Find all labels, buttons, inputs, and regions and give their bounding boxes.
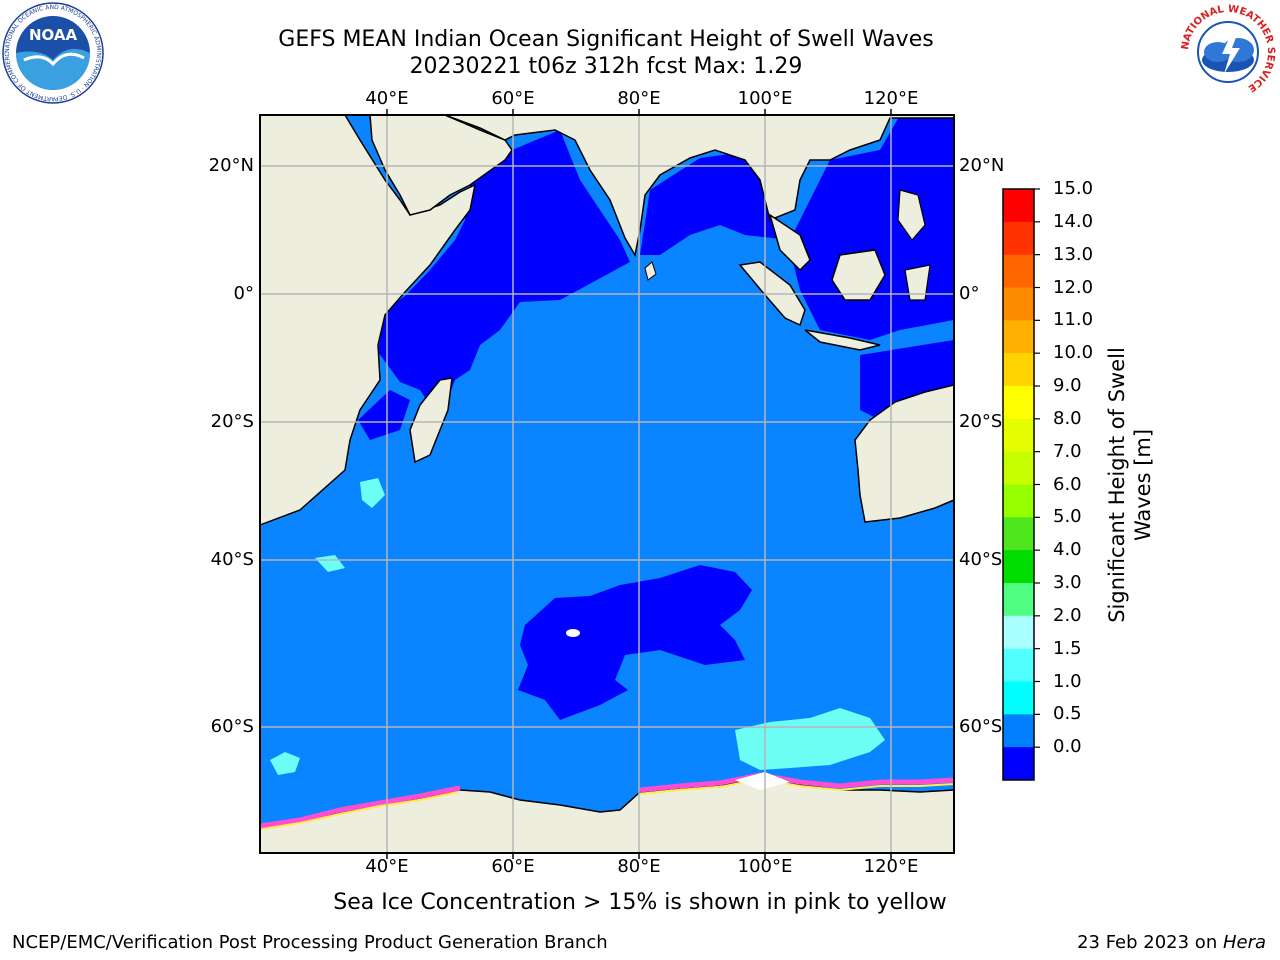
colorbar-tick-label: 12.0 <box>1053 276 1094 298</box>
map-frame <box>259 114 955 854</box>
colorbar-swatch <box>1003 615 1034 650</box>
land-borneo <box>831 249 886 301</box>
colorbar-title: Significant Height of Swell Waves [m] <box>1104 347 1156 623</box>
lon-tick-label-top: 120°E <box>863 88 919 109</box>
axis-ticks <box>386 109 892 859</box>
colorbar-swatch <box>1003 648 1034 682</box>
lat-tick-label-left: 40°S <box>210 549 254 570</box>
colorbar-swatch <box>1003 517 1034 551</box>
colorbar-swatch <box>1003 681 1034 715</box>
land-sri-lanka <box>644 261 657 281</box>
chart-title: GEFS MEAN Indian Ocean Significant Heigh… <box>278 27 934 52</box>
deep-blue-mozambique <box>358 390 410 440</box>
date-text: 23 Feb 2023 on <box>1077 932 1223 953</box>
colorbar-swatch <box>1003 714 1034 748</box>
lat-tick-label-right: 0° <box>959 283 980 304</box>
land-australia <box>854 384 954 523</box>
lon-tick-label-bottom: 80°E <box>617 856 661 877</box>
colorbar-tick-label: 11.0 <box>1053 309 1094 331</box>
colorbar-swatch <box>1003 550 1034 584</box>
colorbar-tick-label: 0.5 <box>1053 703 1082 725</box>
colorbar-tick-label: 1.0 <box>1053 670 1082 692</box>
lat-tick-label-right: 60°S <box>959 716 1003 737</box>
sea-ice-edge-yellow <box>261 777 954 830</box>
sea-ice-white <box>735 772 790 790</box>
lon-tick-label-top: 60°E <box>491 88 535 109</box>
sea-ice-footnote-text: Sea Ice Concentration > 15% is shown in … <box>333 890 947 915</box>
deep-blue-southern-patch <box>518 565 752 720</box>
colorbar-title-line1: Significant Height of Swell <box>1105 347 1129 623</box>
colorbar-swatch <box>1003 583 1034 617</box>
lon-tick-label-bottom: 40°E <box>365 856 409 877</box>
lat-tick-label-right: 20°N <box>959 155 1005 176</box>
colorbar <box>1003 189 1034 781</box>
colorbar-swatch <box>1003 418 1034 453</box>
colorbar-tick-label: 0.0 <box>1053 736 1082 758</box>
colorbar-tick-label: 15.0 <box>1053 178 1094 199</box>
lat-tick-label-left: 60°S <box>210 716 254 737</box>
chart-subtitle: 20230221 t06z 312h fcst Max: 1.29 <box>409 54 803 79</box>
colorbar-tick-label: 2.0 <box>1053 604 1082 626</box>
colorbar-swatch <box>1003 189 1034 223</box>
colorbar-swatch <box>1003 221 1034 256</box>
lon-tick-label-top: 80°E <box>617 88 661 109</box>
lon-tick-label-top: 100°E <box>737 88 793 109</box>
colorbar-tick-label: 10.0 <box>1053 342 1094 364</box>
land-malay-peninsula <box>768 213 811 272</box>
sea-ice-footnote: Sea Ice Concentration > 15% is shown in … <box>0 890 1280 915</box>
lon-tick-label-top: 40°E <box>365 88 409 109</box>
cyan-swell-patch-south <box>735 708 885 770</box>
machine-name: Hera <box>1222 932 1266 953</box>
colorbar-swatch <box>1003 747 1034 781</box>
colorbar-swatch <box>1003 254 1034 288</box>
cyan-swell-patch-madagascar <box>360 478 385 508</box>
colorbar-ticks <box>1034 188 1040 748</box>
nws-logo: NATIONAL WEATHER SERVICE <box>1180 4 1276 100</box>
graticule <box>260 115 954 853</box>
date-stamp: 23 Feb 2023 on Hera <box>1077 932 1266 953</box>
svg-text:NOAA: NOAA <box>29 26 78 44</box>
colorbar-tick-label: 6.0 <box>1053 473 1082 495</box>
lon-tick-label-bottom: 120°E <box>863 856 919 877</box>
deep-blue-timor-sea <box>860 340 954 420</box>
colorbar-swatch <box>1003 320 1034 354</box>
colorbar-tick-label: 5.0 <box>1053 506 1082 528</box>
lon-tick-label-bottom: 60°E <box>491 856 535 877</box>
colorbar-tick-label: 8.0 <box>1053 407 1082 429</box>
colorbar-tick-label: 13.0 <box>1053 243 1094 265</box>
land-philippines <box>897 189 926 241</box>
lat-tick-label-left: 0° <box>233 283 254 304</box>
colorbar-swatch <box>1003 484 1034 518</box>
colorbar-swatch <box>1003 386 1034 420</box>
colorbar-tick-label: 1.5 <box>1053 637 1082 659</box>
colorbar-swatch <box>1003 451 1034 485</box>
sea-ice-edge-pink <box>260 772 954 829</box>
deep-blue-arabian-sea <box>378 130 630 420</box>
land-java <box>804 329 881 351</box>
lat-tick-label-left: 20°S <box>210 411 254 432</box>
land-sulawesi <box>904 264 931 301</box>
colorbar-swatch <box>1003 353 1034 387</box>
land-asia <box>444 115 954 258</box>
credit-text: NCEP/EMC/Verification Post Processing Pr… <box>12 932 608 953</box>
cyan-swell-patch-west <box>270 752 300 775</box>
colorbar-title-line2: Waves [m] <box>1131 428 1155 542</box>
lon-tick-label-bottom: 100°E <box>737 856 793 877</box>
colorbar-tick-label: 4.0 <box>1053 539 1082 561</box>
island-kerguelen <box>566 629 580 637</box>
colorbar-tick-label: 9.0 <box>1053 375 1082 396</box>
colorbar-swatch <box>1003 287 1034 321</box>
colorbar-tick-label: 14.0 <box>1053 210 1094 232</box>
colorbar-tick-label: 3.0 <box>1053 572 1082 593</box>
lat-tick-label-left: 20°N <box>208 155 254 176</box>
colorbar-tick-label: 7.0 <box>1053 440 1082 462</box>
land-madagascar <box>409 377 453 464</box>
noaa-logo: NATIONAL OCEANIC AND ATMOSPHERIC ADMINIS… <box>2 2 104 104</box>
lat-tick-label-right: 20°S <box>959 411 1003 432</box>
lat-tick-label-right: 40°S <box>959 549 1003 570</box>
